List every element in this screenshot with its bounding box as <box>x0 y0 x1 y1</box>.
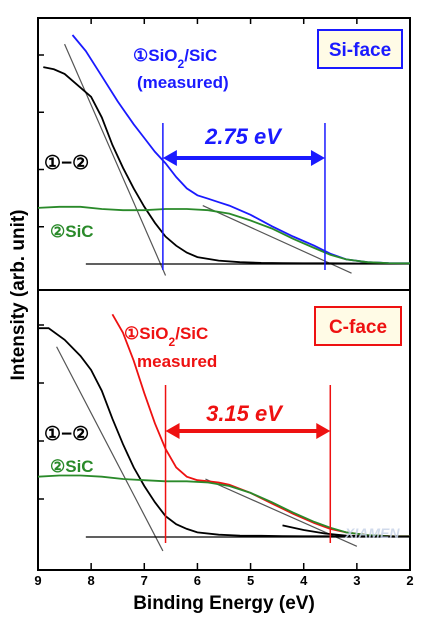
gap-arrow-head-right <box>316 423 331 439</box>
gap-arrow-head-left <box>162 150 177 166</box>
series-line <box>71 34 411 265</box>
x-axis-label: Binding Energy (eV) <box>133 593 315 614</box>
series-line <box>37 474 411 538</box>
si-face-box <box>317 29 403 69</box>
watermark: XIAMEN <box>344 525 400 541</box>
series-line <box>43 66 410 265</box>
bottom-measured-label-line2: measured <box>137 352 217 371</box>
bottom-difference-label: ①−② <box>44 424 89 445</box>
gap-arrow-head-left <box>165 423 180 439</box>
top-measured-label-line1: ①SiO2/SiC <box>133 46 217 71</box>
c-face-label: C-face <box>329 317 387 338</box>
x-tick-label: 9 <box>34 573 41 588</box>
x-tick-label: 4 <box>300 573 308 588</box>
bottom-measured-label-line1: ①SiO2/SiC <box>124 324 208 349</box>
top-sic-label: ②SiC <box>50 222 94 241</box>
top-gap-annotation: 2.75 eV <box>204 124 283 149</box>
series-line <box>282 524 410 538</box>
x-axis-ticks: 9 8 7 6 5 4 3 2 <box>34 18 414 588</box>
bottom-gap-annotation: 3.15 eV <box>206 401 284 426</box>
x-tick-label: 6 <box>194 573 201 588</box>
tangent-line <box>205 478 358 547</box>
tangent-line <box>56 346 164 552</box>
x-tick-label: 7 <box>141 573 148 588</box>
tangent-line <box>64 43 167 276</box>
top-plot-area <box>37 34 411 276</box>
top-difference-label: ①−② <box>44 153 89 174</box>
bottom-panel-frame <box>37 289 411 571</box>
tangent-line <box>202 205 352 274</box>
bottom-sic-label: ②SiC <box>50 457 94 476</box>
x-tick-label: 3 <box>353 573 360 588</box>
x-tick-label: 8 <box>88 573 95 588</box>
si-face-label: Si-face <box>329 40 391 61</box>
x-tick-label: 2 <box>406 573 413 588</box>
bottom-plot-area <box>37 313 411 552</box>
y-axis-label: Intensity (arb. unit) <box>8 210 29 381</box>
c-face-box <box>314 306 402 346</box>
top-measured-label-line2: (measured) <box>137 73 229 92</box>
series-line <box>37 205 411 265</box>
gap-arrow-head-right <box>310 150 325 166</box>
x-tick-label: 5 <box>247 573 254 588</box>
